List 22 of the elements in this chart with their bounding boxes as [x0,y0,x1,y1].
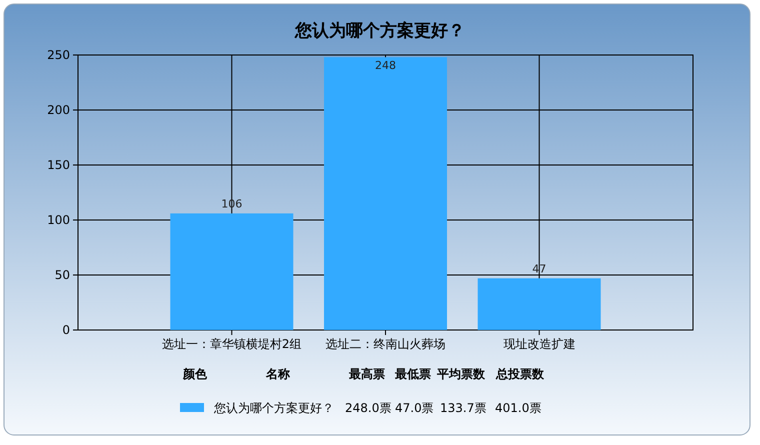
y-tick-label: 50 [54,268,70,282]
text: 总投票数 [495,367,545,381]
chart-title: 您认为哪个方案更好？ [294,20,465,41]
y-tick-label: 150 [47,158,70,172]
text: 平均票数 [436,367,486,381]
text: 最高票 [348,367,385,381]
legend-label: 您认为哪个方案更好？ [213,401,334,415]
x-tick-label: 选址二：终南山火葬场 [326,337,446,351]
data-label: 248 [375,59,396,72]
x-tick-label: 选址一：章华镇横堤村2组 [162,337,302,351]
text: 401.0票 [495,401,542,415]
text: 最低票 [394,367,431,381]
text: 248.0票 [345,401,392,415]
y-tick-label: 200 [47,103,70,117]
y-tick-label: 0 [62,323,70,337]
x-tick-label: 现址改造扩建 [503,337,576,351]
y-tick-label: 100 [47,213,70,227]
text: 颜色 [182,367,208,381]
y-tick-label: 250 [47,48,70,62]
text: 名称 [265,367,291,381]
text: 47.0票 [395,401,434,415]
text: 133.7票 [440,401,486,415]
